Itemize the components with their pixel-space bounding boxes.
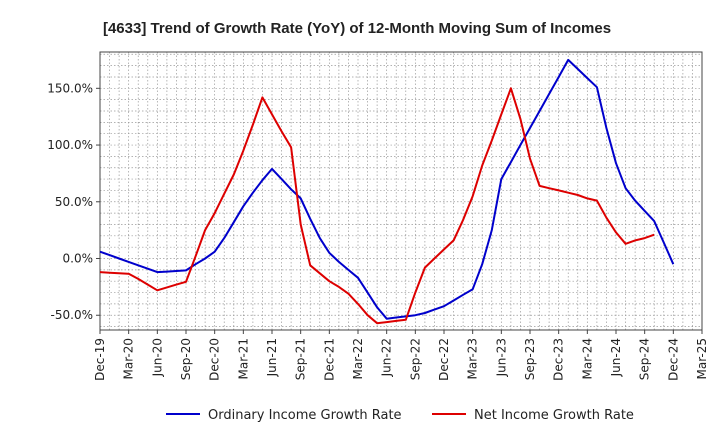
chart-title: [4633] Trend of Growth Rate (YoY) of 12-… — [103, 20, 611, 37]
legend-label-ordinary-income: Ordinary Income Growth Rate — [208, 408, 402, 423]
legend-label-net-income: Net Income Growth Rate — [474, 408, 634, 423]
x-tick-label: Mar-24 — [580, 338, 594, 379]
y-tick-label: -50.0% — [51, 308, 93, 322]
x-tick-label: Sep-23 — [523, 338, 537, 380]
x-tick-label: Sep-22 — [408, 338, 422, 380]
y-axis-ticks: 150.0% 100.0% 50.0% 0.0% -50.0% — [47, 81, 100, 322]
x-axis-ticks: Dec-19 Mar-20 Jun-20 Sep-20 Dec-20 Mar-21 Jun-… — [93, 330, 709, 381]
x-tick-label: Sep-21 — [294, 338, 308, 380]
x-tick-label: Sep-20 — [179, 338, 193, 380]
x-tick-label: Dec-24 — [666, 338, 680, 381]
x-tick-label: Jun-22 — [380, 338, 394, 377]
x-tick-label: Jun-24 — [609, 338, 623, 377]
x-tick-label: Jun-20 — [150, 338, 164, 377]
series-line-net-income-growth-rate — [99, 87, 655, 325]
series-line-ordinary-income-growth-rate — [99, 58, 675, 320]
y-tick-label: 50.0% — [55, 195, 93, 209]
x-tick-label: Mar-20 — [122, 338, 136, 379]
x-tick-label: Dec-21 — [322, 338, 336, 381]
x-tick-label: Jun-23 — [494, 338, 508, 377]
x-tick-label: Mar-25 — [695, 338, 709, 379]
plot-frame — [99, 51, 703, 331]
x-tick-label: Dec-23 — [552, 338, 566, 381]
x-tick-label: Mar-22 — [351, 338, 365, 379]
x-tick-label: Mar-23 — [466, 338, 480, 379]
legend: Ordinary Income Growth Rate Net Income G… — [166, 408, 634, 423]
x-tick-label: Jun-21 — [265, 338, 279, 377]
x-tick-label: Dec-20 — [208, 338, 222, 381]
x-tick-label: Dec-19 — [93, 338, 107, 381]
series-layer — [99, 58, 675, 325]
y-tick-label: 0.0% — [63, 252, 94, 266]
y-tick-label: 100.0% — [47, 138, 93, 152]
x-tick-label: Dec-22 — [437, 338, 451, 381]
y-tick-label: 150.0% — [47, 81, 93, 95]
x-tick-label: Sep-24 — [638, 338, 652, 380]
x-tick-label: Mar-21 — [236, 338, 250, 379]
grid — [99, 52, 703, 330]
